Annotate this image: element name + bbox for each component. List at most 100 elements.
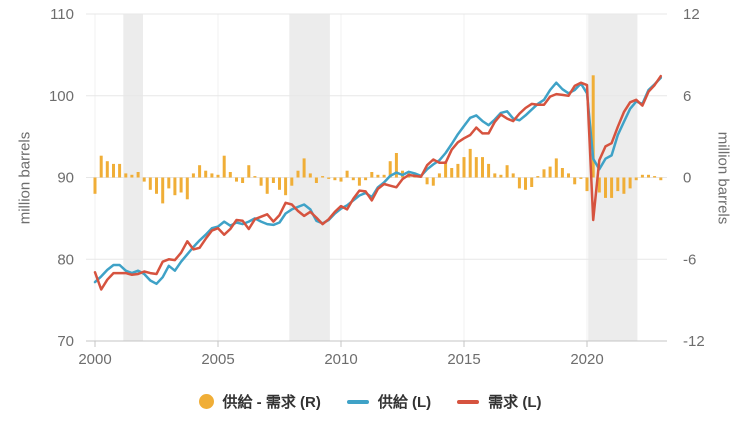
demand-line-marker-icon [457, 399, 480, 404]
diff-bar [173, 177, 177, 196]
legend-item-demand[interactable]: 需求 (L) [457, 391, 541, 412]
diff-bar [499, 174, 503, 178]
diff-bar [536, 176, 540, 178]
x-axis-tick-label: 2020 [570, 351, 603, 368]
left-axis-tick-label: 100 [49, 88, 74, 105]
diff-bar [622, 177, 626, 194]
diff-bar [597, 177, 601, 193]
diff-bar [105, 161, 109, 178]
diff-bar [155, 177, 158, 194]
diff-bar [524, 177, 527, 190]
diff-bar [345, 170, 349, 178]
legend-label-demand: 需求 (L) [488, 394, 542, 411]
diff-bar [191, 173, 195, 178]
diff-bar [659, 177, 663, 181]
right-axis-tick-label: -12 [683, 333, 705, 350]
right-axis-tick-label: -6 [683, 251, 696, 268]
diff-bar [505, 165, 509, 178]
diff-bar [222, 155, 226, 178]
diff-bar [610, 177, 614, 198]
diff-bar [112, 163, 115, 178]
diff-bar [573, 177, 577, 185]
diff-bar [493, 173, 497, 178]
diff-bar [278, 177, 281, 190]
diff-bar [462, 157, 466, 178]
x-axis-tick-label: 2005 [201, 351, 234, 368]
diff-bar [542, 169, 546, 178]
diff-bar [511, 173, 515, 178]
diff-bar [450, 168, 454, 178]
x-axis-tick-label: 2010 [324, 351, 357, 368]
diff-bar [560, 168, 564, 178]
diff-bar [321, 176, 325, 178]
diff-bar [339, 177, 343, 182]
diff-bar [271, 177, 275, 183]
diff-bar [99, 155, 103, 178]
x-axis-tick-labels: 2000 2005 2010 2015 2020 [78, 351, 603, 368]
diff-bar [118, 163, 122, 178]
left-axis-title: million barrels [16, 131, 34, 225]
diff-bar [517, 177, 521, 189]
diff-bar [628, 177, 632, 189]
diff-bar [136, 172, 140, 178]
diff-bar [468, 148, 472, 178]
diff-bar [370, 172, 374, 178]
diff-bar [604, 177, 607, 198]
legend-item-supply-minus-demand[interactable]: 供給 - 需求 (R) [198, 391, 321, 412]
x-axis-tick-label: 2000 [78, 351, 111, 368]
legend: 供給 - 需求 (R) 供給 (L) 需求 (L) [0, 391, 740, 412]
diff-bar [530, 177, 534, 187]
x-axis-ticks [94, 341, 588, 347]
diff-bar [394, 153, 398, 178]
diff-bar [130, 174, 134, 178]
diff-bar [579, 177, 583, 179]
diff-bar [296, 170, 300, 178]
diff-bar [142, 177, 146, 182]
demand-line-series[interactable] [93, 74, 663, 291]
left-axis-tick-label: 80 [57, 251, 74, 268]
diff-bar [437, 173, 441, 178]
diff-bar [591, 75, 595, 178]
diff-bar [161, 177, 165, 204]
diff-bar [444, 161, 448, 178]
diff-bar [235, 177, 238, 182]
diff-bar [351, 177, 355, 181]
diff-bar [567, 173, 570, 178]
diff-bar [185, 177, 189, 200]
legend-item-supply[interactable]: 供給 (L) [346, 391, 431, 412]
supply-line-series[interactable] [93, 76, 663, 286]
diff-bar [124, 173, 128, 178]
bar-series-marker-icon [198, 394, 214, 409]
diff-bar [388, 161, 392, 178]
diff-bar [481, 157, 484, 178]
left-axis-tick-label: 70 [57, 333, 74, 350]
diff-bar [327, 177, 331, 179]
diff-bar [357, 177, 361, 186]
right-axis-tick-label: 12 [683, 6, 700, 23]
diff-bar [284, 177, 288, 196]
diff-bar [314, 177, 318, 183]
diff-bar [376, 174, 380, 178]
diff-bar [198, 165, 202, 178]
diff-bar [210, 173, 214, 178]
right-axis-tick-label: 6 [683, 88, 691, 105]
diff-bar [265, 177, 269, 194]
right-axis-tick-labels: -12 -6 0 6 12 [683, 6, 705, 350]
diff-bar [302, 158, 306, 178]
diff-bar [247, 165, 251, 178]
diff-bar [93, 177, 97, 194]
diff-bar [228, 172, 232, 178]
diff-bar [616, 177, 620, 192]
diff-bar [653, 176, 657, 178]
diff-bar [647, 174, 650, 178]
diff-bar [241, 177, 245, 183]
diff-bar [364, 177, 368, 181]
diff-bar [204, 170, 208, 178]
x-axis-tick-label: 2015 [447, 351, 480, 368]
diff-bar [431, 177, 435, 186]
right-axis-tick-label: 0 [683, 170, 691, 187]
bars-supply-minus-demand[interactable] [93, 75, 663, 204]
diff-bar [425, 177, 429, 185]
